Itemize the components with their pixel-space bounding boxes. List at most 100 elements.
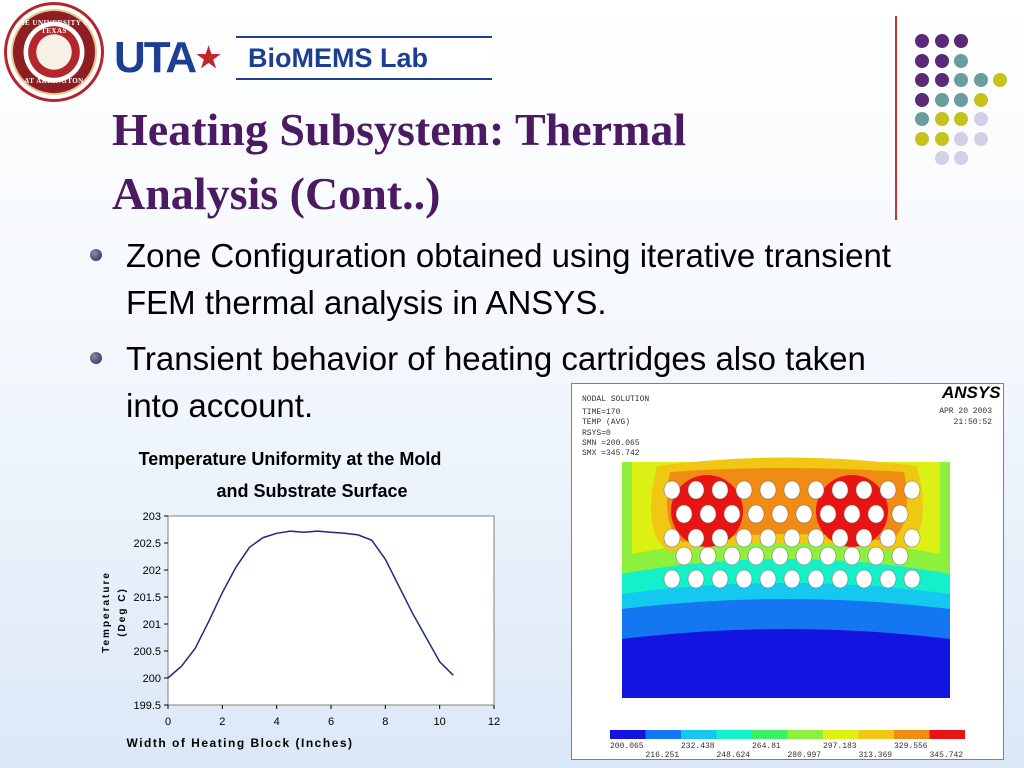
x-tick-label: 8 [382,716,388,728]
decorative-dot [954,112,968,126]
legend-swatch [894,730,930,739]
cartridge-hole [687,528,705,548]
bullet-item: Zone Configuration obtained using iterat… [88,232,928,326]
temperature-series-line [167,530,454,679]
cartridge-hole [855,480,873,500]
y-tick-label: 201 [143,619,161,631]
ansys-logo: ANSYS [941,383,1001,402]
x-tick-label: 2 [219,716,225,728]
x-axis-label: Width of Heating Block (Inches) [126,736,353,750]
y-tick-label: 202.5 [133,538,161,550]
cartridge-hole [663,528,681,548]
bullet-icon [90,352,102,364]
x-tick-label: 12 [488,716,500,728]
legend-label: 313.369 [859,751,893,760]
title-line-2: Analysis (Cont..) [112,168,441,219]
cartridge-hole [771,546,789,566]
decorative-dot [915,112,929,126]
ansys-info-line: TEMP (AVG) [582,418,630,427]
decorative-dot [973,73,988,87]
cartridge-hole [783,569,801,589]
ansys-info-line: SMN =200.065 [582,439,640,448]
y-axis-label-line-1: Temperature [101,571,112,653]
legend-label: 200.065 [610,742,644,751]
cartridge-hole [903,569,921,589]
cartridge-hole [759,480,777,500]
decorative-dot [954,53,968,68]
cartridge-hole [855,569,873,589]
chart-svg: Temperature Uniformity at the Mold and S… [101,449,500,750]
cartridge-hole [879,528,897,548]
cartridge-hole [783,528,801,548]
cartridge-hole [903,528,921,548]
bullet-item: Transient behavior of heating cartridges… [88,335,928,429]
ansys-color-legend: 200.065 232.438 264.81 297.183 329.556 216.25… [610,730,965,760]
decorative-dot [934,112,949,126]
cartridge-hole [735,528,753,548]
cartridge-hole [831,569,849,589]
legend-swatch [929,730,965,739]
cartridge-hole [855,528,873,548]
cartridge-hole [819,504,837,524]
decorative-dot [934,131,949,146]
decorative-dot [915,131,929,146]
cartridge-holes [663,480,921,589]
y-tick-label: 199.5 [133,700,161,712]
x-tick-label: 10 [434,716,446,728]
y-axis-label-line-2: (Deg C) [117,587,128,637]
ansys-info-line: NODAL SOLUTION [582,395,649,404]
cartridge-hole [891,504,909,524]
cartridge-hole [711,480,729,500]
cartridge-hole [711,528,729,548]
chart-title-line-1: Temperature Uniformity at the Mold [139,449,442,469]
cartridge-hole [795,504,813,524]
biomems-lab-logo: BioMEMS Lab [236,36,492,80]
university-seal-logo: THE UNIVERSITY OF TEXAS AT ARLINGTON [4,2,104,102]
cartridge-hole [687,480,705,500]
decorative-dot [915,73,929,87]
cartridge-hole [891,546,909,566]
chart-title-line-2: and Substrate Surface [216,481,407,501]
decorative-dot [954,73,968,87]
x-tick-label: 6 [328,716,334,728]
title-line-1: Heating Subsystem: Thermal [112,104,687,155]
ansys-time: 21:50:52 [954,418,993,427]
decorative-dot [934,92,949,107]
x-tick-label: 4 [274,716,280,728]
ansys-thermal-result-image: ANSYS NODAL SOLUTION TIME=170 TEMP (AVG)… [571,383,1004,760]
cartridge-hole [735,569,753,589]
legend-label: 248.624 [717,751,751,760]
y-tick-label: 201.5 [133,592,161,604]
bullet-text: Transient behavior of heating cartridges… [126,340,866,424]
cartridge-hole [831,528,849,548]
cartridge-hole [879,569,897,589]
decorative-dot [934,34,949,48]
cartridge-hole [675,504,693,524]
cartridge-hole [735,480,753,500]
legend-label: 280.997 [788,751,822,760]
decorative-dot [934,73,949,87]
legend-swatch [645,730,681,739]
y-tick-label: 203 [143,511,161,523]
ansys-info-line: RSYS=0 [582,429,611,438]
decorative-dot [973,92,988,107]
decorative-dot [973,131,988,146]
legend-label: 297.183 [823,742,857,751]
cartridge-hole [867,546,885,566]
uta-logo: UTA ★ [114,34,232,82]
legend-swatch [787,730,823,739]
y-axis: 199.5 200 200.5 201 201.5 202 202.5 203 [133,511,168,712]
decorative-dot [954,131,968,146]
temperature-chart: Temperature Uniformity at the Mold and S… [95,440,515,760]
legend-swatch [681,730,717,739]
cartridge-hole [807,569,825,589]
legend-swatch [752,730,788,739]
decorative-dot [915,34,929,48]
cartridge-hole [723,504,741,524]
cartridge-hole [843,546,861,566]
y-tick-label: 200 [143,673,161,685]
legend-label: 232.438 [681,742,715,751]
decorative-dot [954,92,968,107]
bullet-list: Zone Configuration obtained using iterat… [88,232,928,438]
cartridge-hole [663,480,681,500]
